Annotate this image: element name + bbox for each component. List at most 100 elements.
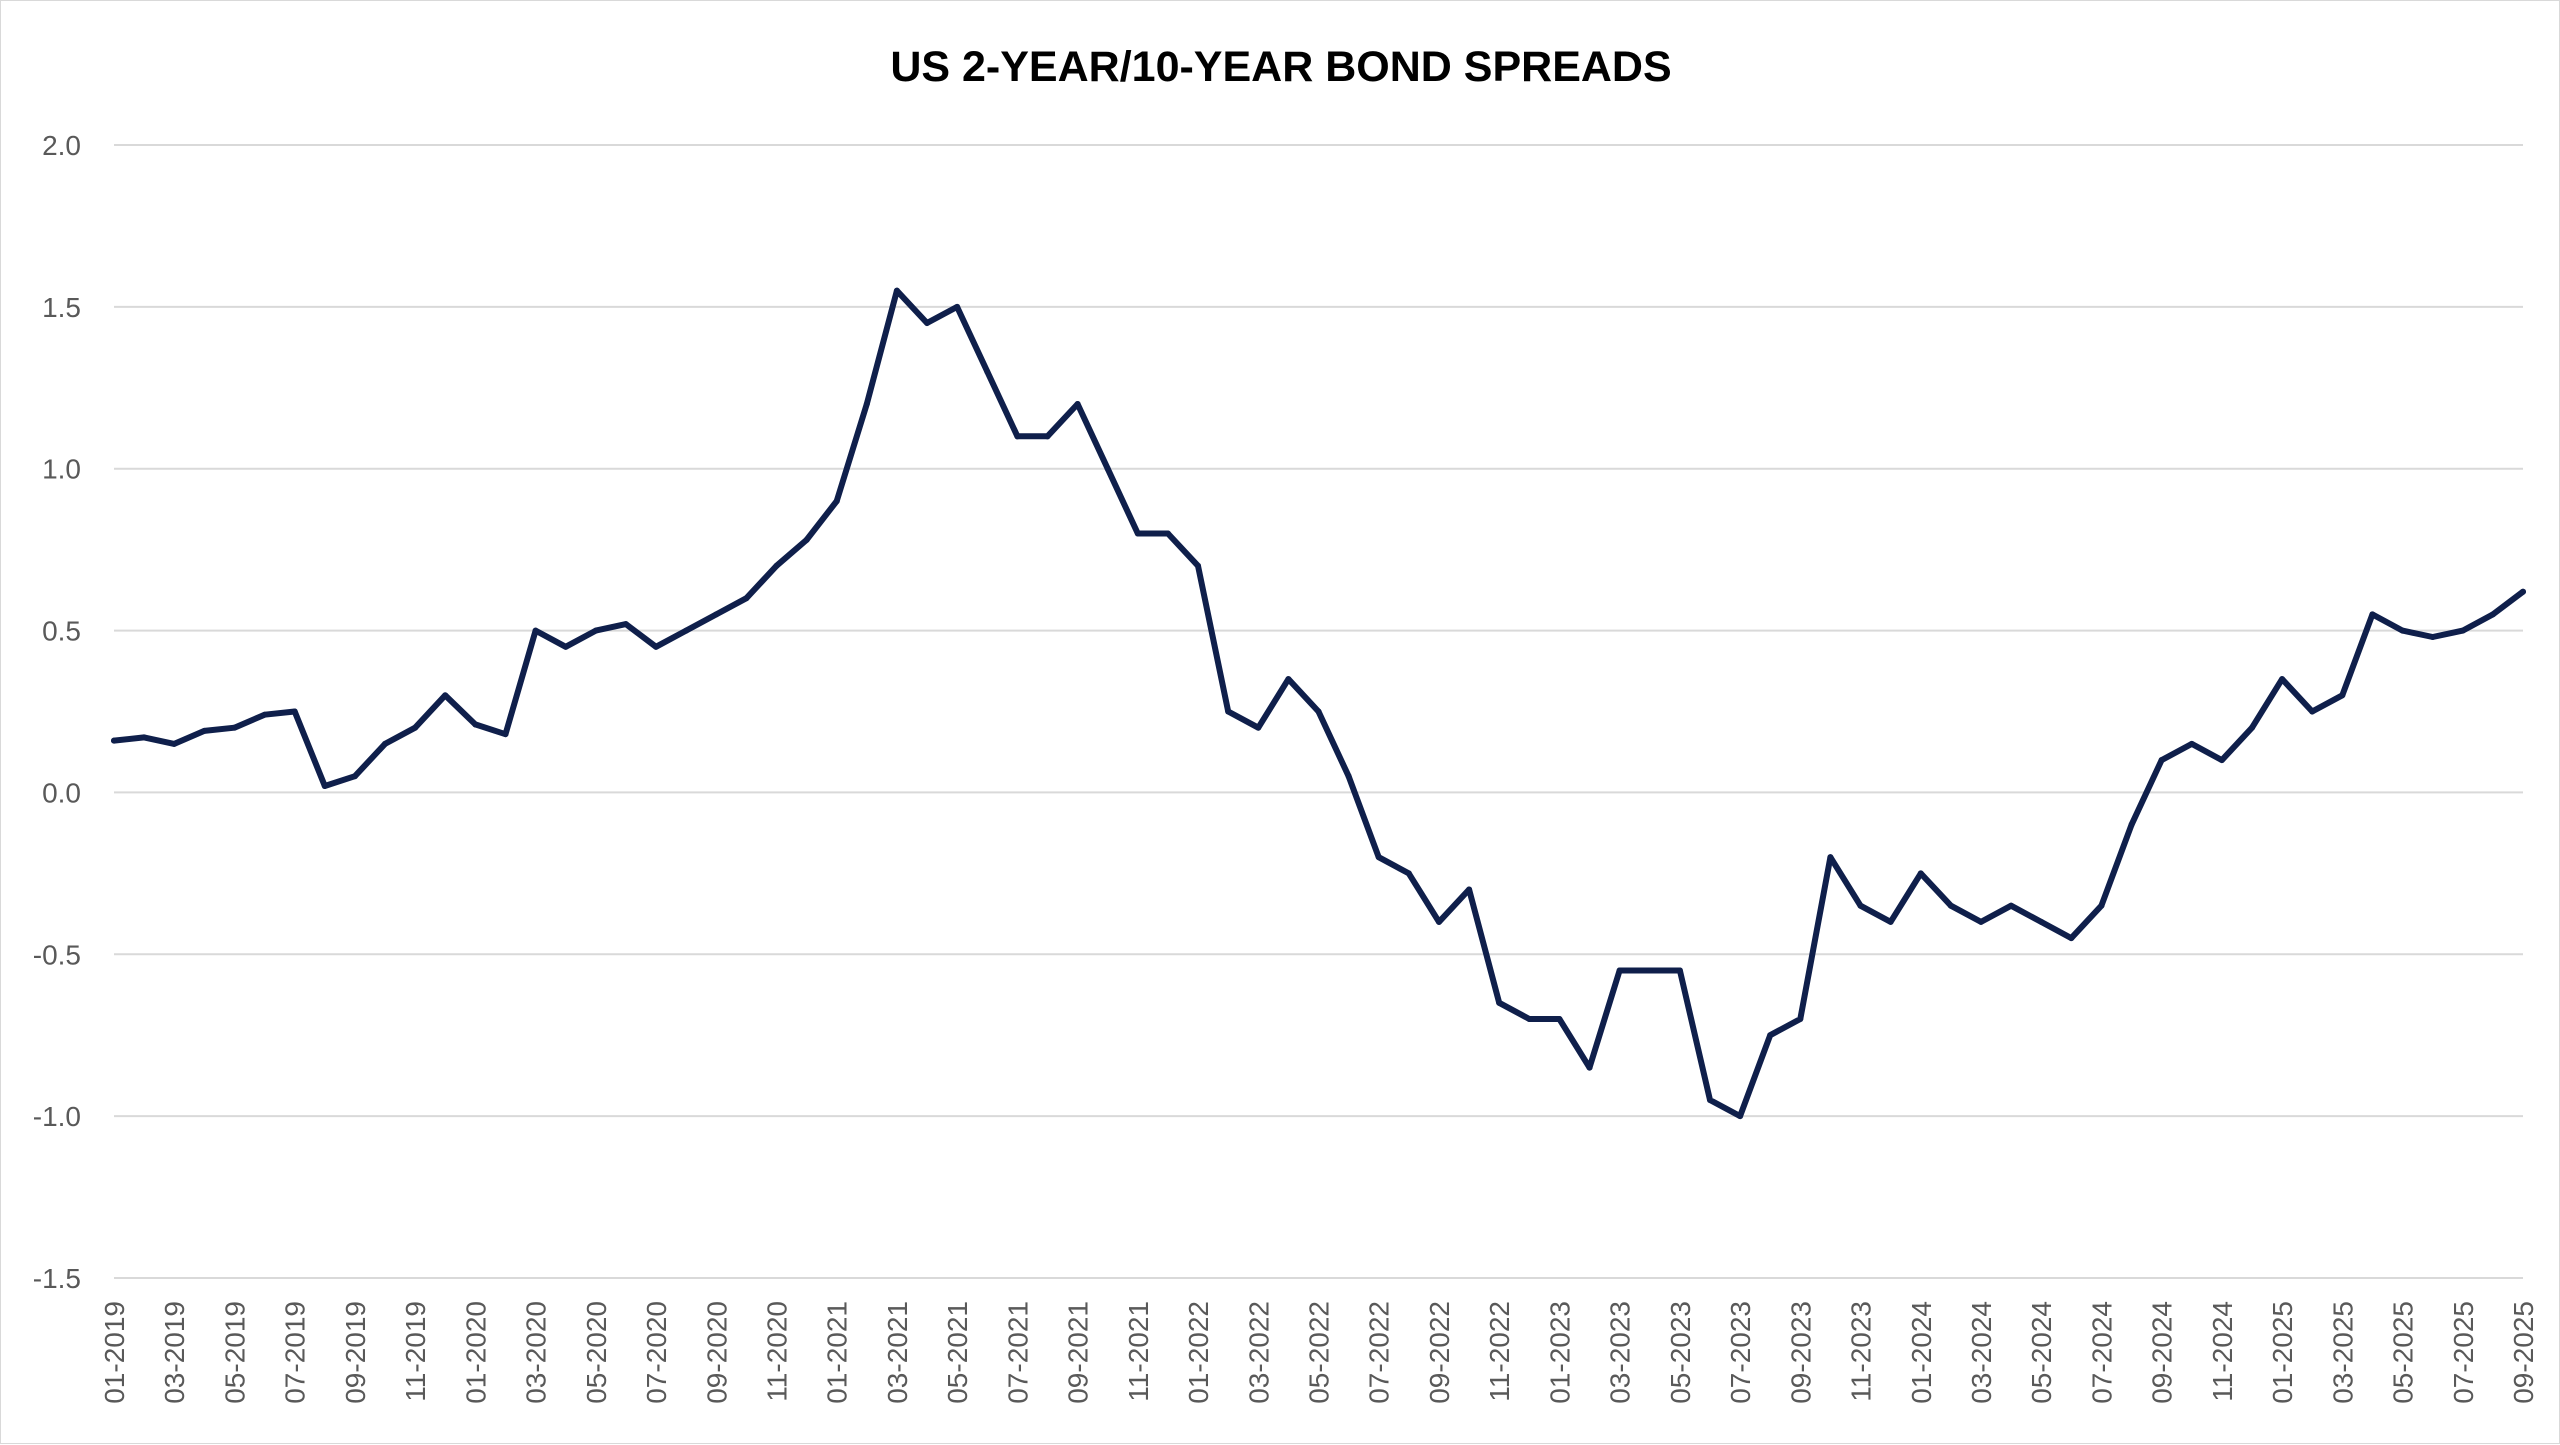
data-point (1767, 1032, 1774, 1039)
x-tick-label: 01-2024 (1906, 1301, 1937, 1404)
x-tick-label: 09-2022 (1424, 1301, 1455, 1404)
x-tick-label: 09-2019 (340, 1301, 371, 1404)
data-point (653, 643, 660, 650)
data-point (1676, 967, 1683, 974)
x-tick-label: 03-2020 (521, 1301, 552, 1404)
y-tick-label: 0.5 (42, 616, 81, 647)
x-tick-label: 03-2022 (1243, 1301, 1274, 1404)
data-point (261, 711, 268, 718)
data-point (502, 731, 509, 738)
data-point (954, 303, 961, 310)
x-tick-label: 07-2020 (641, 1301, 672, 1404)
data-point (1315, 708, 1322, 715)
x-tick-label: 01-2020 (460, 1301, 491, 1404)
data-point (1466, 886, 1473, 893)
y-tick-label: 1.0 (42, 454, 81, 485)
data-point (1496, 999, 1503, 1006)
data-point (683, 627, 690, 634)
x-tick-label: 11-2022 (1484, 1301, 1515, 1402)
x-tick-label: 11-2024 (2207, 1301, 2238, 1402)
x-tick-label: 09-2021 (1063, 1301, 1094, 1404)
x-tick-label: 11-2021 (1123, 1301, 1154, 1402)
data-point (2369, 611, 2376, 618)
data-point (291, 708, 298, 715)
x-tick-label: 05-2023 (1665, 1301, 1696, 1404)
data-point (1797, 1016, 1804, 1023)
data-point (893, 287, 900, 294)
data-point (1225, 708, 1232, 715)
data-point (713, 611, 720, 618)
data-point (863, 400, 870, 407)
series-line (111, 287, 2526, 1120)
data-point (1737, 1113, 1744, 1120)
data-point (1435, 918, 1442, 925)
data-point (1195, 562, 1202, 569)
x-tick-label: 03-2024 (1966, 1301, 1997, 1404)
data-point (1164, 530, 1171, 537)
series-group (111, 287, 2526, 1120)
data-point (1255, 724, 1262, 731)
data-point (1556, 1016, 1563, 1023)
data-point (201, 727, 208, 734)
data-point (171, 740, 178, 747)
data-point (1917, 870, 1924, 877)
x-tick-label: 07-2022 (1364, 1301, 1395, 1404)
data-point (351, 773, 358, 780)
x-tick-label: 09-2023 (1785, 1301, 1816, 1404)
data-point (111, 737, 117, 744)
data-point (1646, 967, 1653, 974)
x-tick-label: 03-2023 (1605, 1301, 1636, 1404)
data-point (1857, 902, 1864, 909)
data-point (2309, 708, 2316, 715)
x-tick-label: 01-2021 (822, 1301, 853, 1404)
x-tick-label: 09-2024 (2147, 1301, 2178, 1404)
data-point (442, 692, 449, 699)
x-tick-label: 05-2020 (581, 1301, 612, 1404)
chart-title: US 2-YEAR/10-YEAR BOND SPREADS (890, 43, 1671, 91)
data-point (2248, 724, 2255, 731)
data-point (1827, 854, 1834, 861)
y-tick-label: -1.5 (33, 1263, 81, 1294)
x-tick-label: 01-2019 (99, 1301, 130, 1404)
data-point (984, 368, 991, 375)
x-tick-label: 07-2025 (2448, 1301, 2479, 1404)
data-point (2489, 611, 2496, 618)
y-tick-label: 2.0 (42, 130, 81, 161)
data-point (1977, 918, 1984, 925)
data-point (2038, 918, 2045, 925)
data-point (622, 621, 629, 628)
x-tick-label: 05-2019 (219, 1301, 250, 1404)
data-point (562, 643, 569, 650)
data-point (321, 782, 328, 789)
data-point (382, 740, 389, 747)
data-point (2128, 821, 2135, 828)
data-point (2218, 757, 2225, 764)
y-tick-label: 1.5 (42, 292, 81, 323)
data-point (1947, 902, 1954, 909)
data-point (141, 734, 148, 741)
x-tick-label: 01-2023 (1544, 1301, 1575, 1404)
x-tick-label: 05-2022 (1304, 1301, 1335, 1404)
data-point (803, 536, 810, 543)
data-point (1586, 1064, 1593, 1071)
data-point (924, 320, 931, 327)
data-point (2008, 902, 2015, 909)
data-point (1104, 465, 1111, 472)
x-tick-label: 05-2024 (2026, 1301, 2057, 1404)
data-point (1616, 967, 1623, 974)
x-tick-label: 03-2019 (159, 1301, 190, 1404)
data-point (1526, 1016, 1533, 1023)
x-tick-label: 07-2023 (1725, 1301, 1756, 1404)
data-point (1014, 433, 1021, 440)
y-tick-label: -0.5 (33, 939, 81, 970)
data-point (2279, 676, 2286, 683)
gridlines (114, 144, 2523, 1279)
data-point (2399, 627, 2406, 634)
data-point (1375, 854, 1382, 861)
data-point (2158, 757, 2165, 764)
data-point (2068, 935, 2075, 942)
data-point (1706, 1096, 1713, 1103)
x-tick-label: 07-2024 (2086, 1301, 2117, 1404)
data-point (1405, 870, 1412, 877)
